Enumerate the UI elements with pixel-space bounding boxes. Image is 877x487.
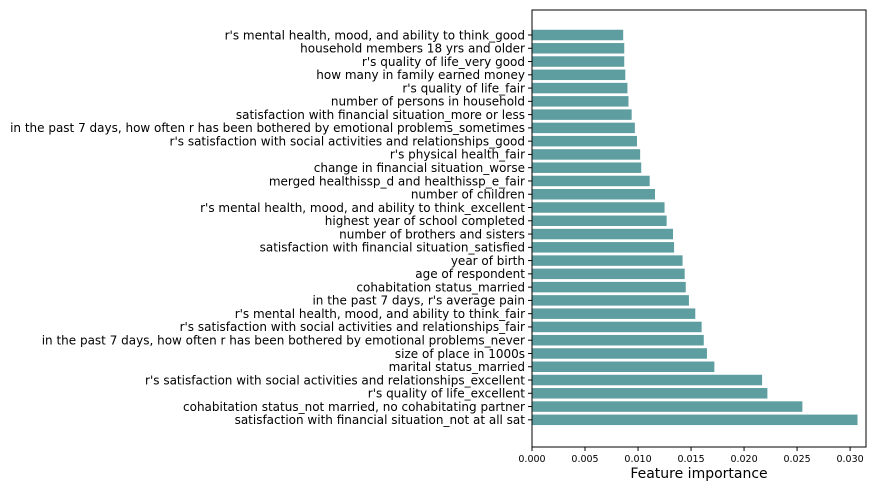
bar (532, 215, 667, 227)
category-label: merged healthissp_d and healthissp_e_fai… (269, 174, 525, 188)
x-tick-label: 0.020 (730, 454, 757, 465)
category-label: r's quality of life_excellent (368, 387, 526, 401)
bar (532, 334, 704, 346)
bar (532, 109, 632, 120)
bar (532, 43, 625, 54)
category-label: in the past 7 days, how often r has been… (42, 334, 525, 348)
bar (532, 361, 715, 372)
category-label: r's satisfaction with social activities … (170, 134, 525, 148)
category-label: number of persons in household (331, 95, 525, 109)
bar (532, 374, 763, 386)
category-label: r's satisfaction with social activities … (145, 373, 525, 387)
bar (532, 82, 628, 94)
bar (532, 188, 655, 200)
category-label: marital status_married (389, 360, 525, 374)
x-tick-label: 0.030 (836, 454, 863, 465)
category-label: r's mental health, mood, and ability to … (225, 28, 525, 42)
category-label: r's physical health_fair (390, 148, 525, 162)
category-label: r's mental health, mood, and ability to … (200, 201, 525, 215)
category-label: age of respondent (415, 267, 525, 281)
plot-frame (531, 9, 867, 448)
x-tick-label: 0.025 (783, 454, 810, 465)
category-label: r's quality of life_fair (402, 81, 525, 95)
bar (532, 135, 637, 147)
x-tick-label: 0.010 (624, 454, 651, 465)
category-label: how many in family earned money (316, 68, 525, 82)
bar (532, 414, 858, 426)
category-label: year of birth (451, 254, 525, 268)
x-ticks-group: 0.000 0.005 0.010 0.015 0.020 0.025 0.030 (518, 447, 864, 465)
bar (532, 268, 685, 280)
bar (532, 388, 768, 399)
category-label: number of children (411, 188, 525, 202)
bar (532, 308, 696, 319)
category-label: r's satisfaction with social activities … (180, 320, 525, 334)
category-label: cohabitation status_not married, no coha… (183, 400, 525, 414)
category-label: household members 18 yrs and older (300, 42, 525, 56)
bar (532, 321, 702, 333)
category-label: size of place in 1000s (395, 347, 525, 361)
category-labels-group: r's mental health, mood, and ability to … (10, 28, 532, 427)
category-label: in the past 7 days, r's average pain (312, 294, 525, 308)
bar (532, 69, 626, 81)
category-label: satisfaction with financial situation_no… (235, 413, 526, 427)
x-axis-title: Feature importance (630, 466, 767, 482)
bar (532, 96, 629, 107)
bar (532, 281, 686, 293)
category-label: r's quality of life_very good (362, 55, 525, 69)
category-label: satisfaction with financial situation_mo… (236, 108, 525, 122)
x-tick-label: 0.015 (677, 454, 704, 465)
category-label: change in financial situation_worse (314, 161, 525, 175)
x-tick-label: 0.005 (571, 454, 598, 465)
bar (532, 242, 675, 253)
bar (532, 401, 803, 412)
bar (532, 175, 650, 187)
bar (532, 255, 683, 266)
category-label: highest year of school completed (325, 214, 525, 228)
bars-group (532, 29, 858, 426)
bar (532, 228, 674, 240)
category-label: r's mental health, mood, and ability to … (235, 307, 525, 321)
category-label: in the past 7 days, how often r has been… (10, 121, 525, 135)
category-label: number of brothers and sisters (339, 227, 525, 241)
bar (532, 295, 689, 306)
bar (532, 56, 625, 67)
bar (532, 122, 635, 134)
bar (532, 202, 665, 213)
x-tick-label: 0.000 (518, 454, 545, 465)
bar (532, 162, 642, 173)
bar (532, 29, 624, 41)
category-label: cohabitation status_married (356, 280, 525, 294)
category-label: satisfaction with financial situation_sa… (260, 241, 525, 255)
bar (532, 149, 641, 160)
bar (532, 348, 707, 359)
